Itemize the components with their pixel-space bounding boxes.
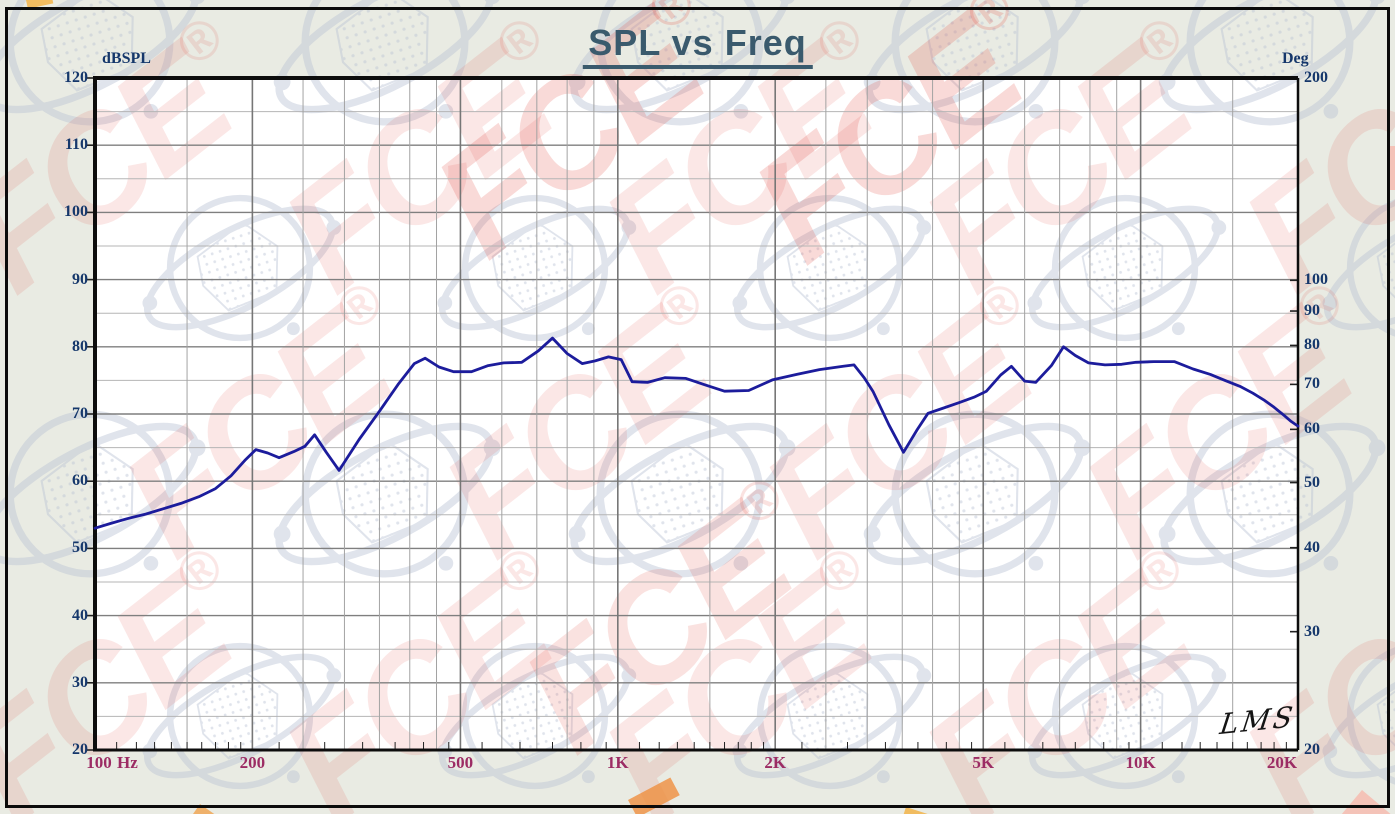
x-axis-tick-label: 20K — [1266, 753, 1298, 772]
x-axis-tick-label: 500 — [447, 753, 474, 772]
right-axis-tick-label: 90 — [1304, 302, 1320, 320]
x-axis-tick-label: 100 — [86, 753, 112, 772]
left-axis-tick-label: 120 — [64, 69, 88, 86]
x-axis-tick-label: 200 — [239, 753, 266, 772]
left-axis-tick-label: 50 — [72, 539, 88, 557]
edge-accent-fragment — [1326, 790, 1395, 814]
edge-accent-fragment — [190, 804, 235, 814]
edge-accent-fragment — [26, 0, 54, 9]
right-axis-tick-label: 200 — [1304, 69, 1328, 86]
left-axis-tick-label: 70 — [72, 405, 88, 422]
right-axis-tick-label: 70 — [1304, 375, 1320, 393]
x-axis-tick-label: 1K — [606, 753, 629, 772]
plot-border — [93, 76, 1300, 752]
left-axis-tick-label: 30 — [72, 673, 88, 691]
right-axis-tick-label: 100 — [1304, 271, 1328, 289]
left-axis-tick-label: 60 — [72, 472, 88, 490]
right-axis-tick-label: 50 — [1304, 473, 1320, 491]
left-axis-tick-label: 20 — [72, 741, 88, 758]
right-axis-tick-label: 80 — [1304, 336, 1320, 354]
spl-curve — [93, 336, 1300, 530]
left-axis-tick-label: 40 — [72, 606, 88, 624]
right-axis-tick-label: 60 — [1304, 420, 1320, 438]
left-axis-tick-label: 100 — [64, 203, 88, 221]
chart-title: SPL vs Freq — [582, 22, 813, 69]
left-axis-tick-label: 80 — [72, 337, 88, 355]
right-axis-unit-label: Deg — [1282, 50, 1309, 67]
grid-lines — [95, 78, 1298, 750]
left-axis-tick-label: 90 — [72, 270, 88, 288]
edge-accent-fragment — [1387, 146, 1395, 190]
svg-text:FCE®: FCE® — [1372, 256, 1395, 587]
x-axis-unit-label: Hz — [117, 753, 138, 772]
axis-ticks — [87, 77, 1298, 751]
x-axis-tick-label: 10K — [1125, 753, 1156, 772]
x-axis-tick-label: 5K — [972, 753, 995, 772]
left-axis-tick-label: 110 — [64, 136, 88, 154]
right-axis-tick-label: 40 — [1304, 538, 1320, 556]
edge-accent-fragment — [902, 806, 931, 814]
left-axis-unit-label: dBSPL — [102, 50, 151, 67]
right-axis-tick-label: 20 — [1304, 741, 1320, 758]
x-axis-tick-label: 2K — [764, 753, 787, 772]
right-axis-tick-label: 30 — [1304, 622, 1320, 640]
